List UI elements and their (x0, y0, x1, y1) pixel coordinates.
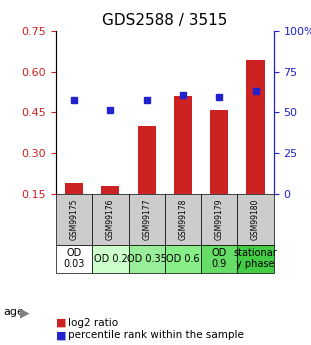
Text: ■: ■ (56, 318, 67, 327)
Text: GSM99180: GSM99180 (251, 198, 260, 240)
Title: GDS2588 / 3515: GDS2588 / 3515 (102, 13, 228, 29)
FancyBboxPatch shape (92, 194, 128, 245)
Text: GSM99176: GSM99176 (106, 198, 115, 240)
FancyBboxPatch shape (201, 245, 237, 273)
Text: stationar
y phase: stationar y phase (234, 248, 277, 269)
FancyBboxPatch shape (128, 194, 165, 245)
Bar (246, 60, 265, 194)
FancyBboxPatch shape (201, 194, 237, 245)
Bar (137, 126, 156, 194)
Text: age: age (3, 307, 24, 317)
FancyBboxPatch shape (56, 245, 92, 273)
Text: ▶: ▶ (20, 306, 30, 319)
Text: OD
0.03: OD 0.03 (63, 248, 85, 269)
Text: OD 0.6: OD 0.6 (166, 254, 200, 264)
FancyBboxPatch shape (165, 245, 201, 273)
Bar (174, 96, 192, 194)
FancyBboxPatch shape (128, 245, 165, 273)
Text: log2 ratio: log2 ratio (68, 318, 118, 327)
Bar (210, 110, 228, 194)
FancyBboxPatch shape (56, 194, 92, 245)
Text: OD
0.9: OD 0.9 (211, 248, 227, 269)
Text: GSM99179: GSM99179 (215, 198, 224, 240)
Text: GSM99178: GSM99178 (179, 198, 188, 240)
FancyBboxPatch shape (165, 194, 201, 245)
Bar (65, 183, 83, 194)
Text: OD 0.2: OD 0.2 (94, 254, 127, 264)
Text: ■: ■ (56, 331, 67, 340)
Text: percentile rank within the sample: percentile rank within the sample (68, 331, 244, 340)
Text: GSM99175: GSM99175 (70, 198, 79, 240)
FancyBboxPatch shape (237, 245, 274, 273)
FancyBboxPatch shape (92, 245, 128, 273)
Bar (101, 186, 119, 194)
Text: GSM99177: GSM99177 (142, 198, 151, 240)
Text: OD 0.35: OD 0.35 (127, 254, 167, 264)
FancyBboxPatch shape (237, 194, 274, 245)
